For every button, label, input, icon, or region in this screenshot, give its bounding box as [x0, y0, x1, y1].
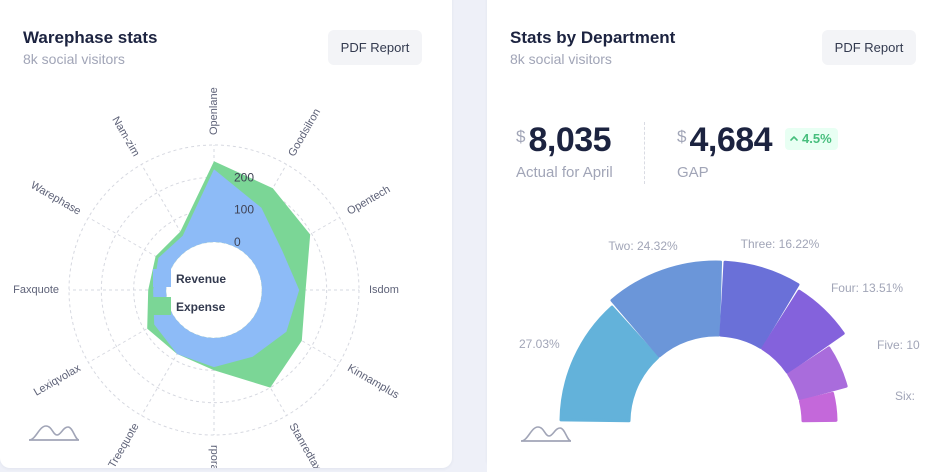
wave-logo-icon — [28, 425, 80, 441]
radar-category-label: Nam-zim — [109, 115, 141, 159]
donut-slice-label: Two: 24.32% — [608, 239, 678, 253]
arrow-up-icon — [790, 136, 798, 141]
wave-logo-icon — [520, 426, 572, 442]
radar-spoke — [88, 217, 173, 267]
donut-slice-label: Four: 13.51% — [831, 281, 903, 295]
warephase-stats-card: Warephase stats 8k social visitors PDF R… — [0, 0, 452, 468]
growth-badge-value: 4.5% — [802, 131, 832, 146]
card-title: Stats by Department — [510, 28, 676, 47]
expense-legend-label: Expense — [176, 300, 226, 314]
radar-category-label: Opentech — [345, 183, 392, 217]
radar-category-label: Kinnamplus — [345, 362, 401, 401]
radar-category-label: Openlane — [208, 87, 220, 135]
radar-category-label: Faxquote — [13, 284, 59, 296]
radar-tick-label: 200 — [234, 170, 254, 184]
donut-slice — [798, 391, 838, 423]
card-title: Warephase stats — [23, 28, 158, 47]
gap-value: 4,684 — [689, 121, 773, 159]
pdf-report-button[interactable]: PDF Report — [822, 30, 916, 65]
radar-tick-label: 100 — [234, 203, 254, 217]
gap-stat: $ 4,684 — [677, 121, 773, 160]
donut-slice — [559, 305, 660, 423]
radar-tick-label: 0 — [234, 235, 241, 249]
actual-value: 8,035 — [528, 121, 612, 159]
donut-slice-label: 27.03% — [519, 337, 560, 351]
donut-slice — [787, 346, 848, 401]
revenue-legend-label: Revenue — [176, 272, 226, 286]
radar-category-label: Treequote — [106, 421, 141, 468]
card-subtitle: 8k social visitors — [510, 51, 612, 67]
radar-category-label: Stanredtax — [286, 421, 323, 468]
pdf-report-button[interactable]: PDF Report — [328, 30, 422, 65]
radar-spoke — [88, 313, 173, 363]
growth-badge: 4.5% — [785, 128, 838, 150]
actual-stat: $ 8,035 — [516, 121, 612, 160]
divider — [644, 122, 645, 184]
gap-label: GAP — [677, 164, 709, 181]
card-subtitle: 8k social visitors — [23, 51, 125, 67]
revenue-series — [153, 169, 300, 368]
radar-series — [147, 161, 311, 388]
donut-slice — [610, 260, 723, 358]
radar-category-label: rporation — [208, 445, 220, 468]
donut-slice — [719, 260, 800, 349]
actual-label: Actual for April — [516, 164, 613, 181]
donut-slice-label: Five: 10 — [877, 338, 920, 352]
radar-category-label: Warephase — [28, 179, 82, 217]
radar-category-label: Goodsilron — [286, 107, 323, 159]
radar-grid-ring — [165, 241, 263, 339]
donut-slice-label: Six: — [895, 389, 915, 403]
half-donut-chart: 27.03% Two: 24.32% Three: 16.22% Four: 13.5… — [487, 237, 943, 472]
currency-symbol: $ — [516, 127, 526, 146]
donut-slice-label: Three: 16.22% — [741, 237, 820, 251]
donut-slice — [761, 289, 845, 374]
expense-legend-swatch — [153, 297, 171, 315]
radar-tick-labels: 0 100 200 — [234, 170, 254, 249]
legend: Revenue Expense — [153, 269, 226, 315]
radar-spoke — [141, 164, 191, 249]
revenue-legend-swatch — [153, 269, 171, 287]
radar-chart: Openlane Goodsilron Opentech Isdom Kinnamplu… — [13, 87, 401, 468]
radar-spoke — [141, 331, 191, 416]
radar-category-label: Isdom — [369, 284, 399, 296]
radar-category-label: Lexiqvolax — [32, 362, 83, 399]
currency-symbol: $ — [677, 127, 687, 146]
